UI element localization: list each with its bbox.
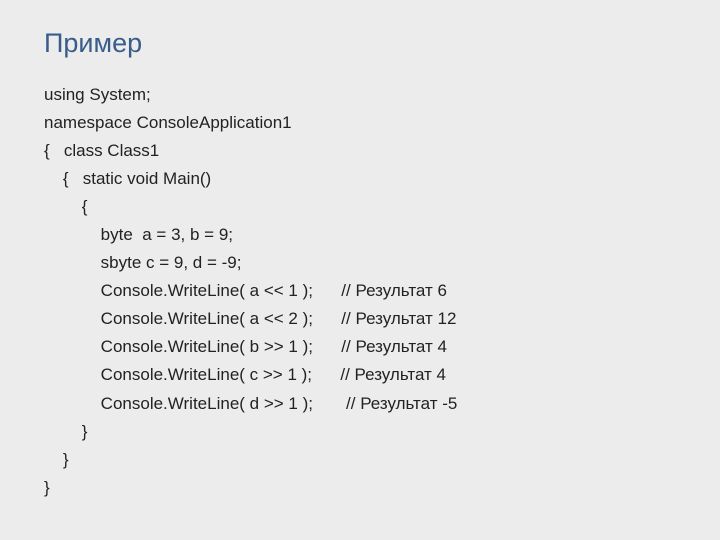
code-block: using System;namespace ConsoleApplicatio…: [44, 81, 676, 502]
code-line: Console.WriteLine( c >> 1 ); // Результа…: [44, 361, 676, 389]
code-line: Console.WriteLine( d >> 1 ); // Результа…: [44, 390, 676, 418]
code-line: {: [44, 193, 676, 221]
code-line: { static void Main(): [44, 165, 676, 193]
slide-title: Пример: [44, 28, 676, 59]
code-line: }: [44, 418, 676, 446]
code-line: }: [44, 446, 676, 474]
code-line: { class Class1: [44, 137, 676, 165]
slide: Пример using System;namespace ConsoleApp…: [0, 0, 720, 540]
code-line: using System;: [44, 81, 676, 109]
code-line: }: [44, 474, 676, 502]
code-line: Console.WriteLine( a << 1 ); // Результа…: [44, 277, 676, 305]
code-line: sbyte c = 9, d = -9;: [44, 249, 676, 277]
code-line: Console.WriteLine( b >> 1 ); // Результа…: [44, 333, 676, 361]
code-line: byte a = 3, b = 9;: [44, 221, 676, 249]
code-line: Console.WriteLine( a << 2 ); // Результа…: [44, 305, 676, 333]
code-line: namespace ConsoleApplication1: [44, 109, 676, 137]
